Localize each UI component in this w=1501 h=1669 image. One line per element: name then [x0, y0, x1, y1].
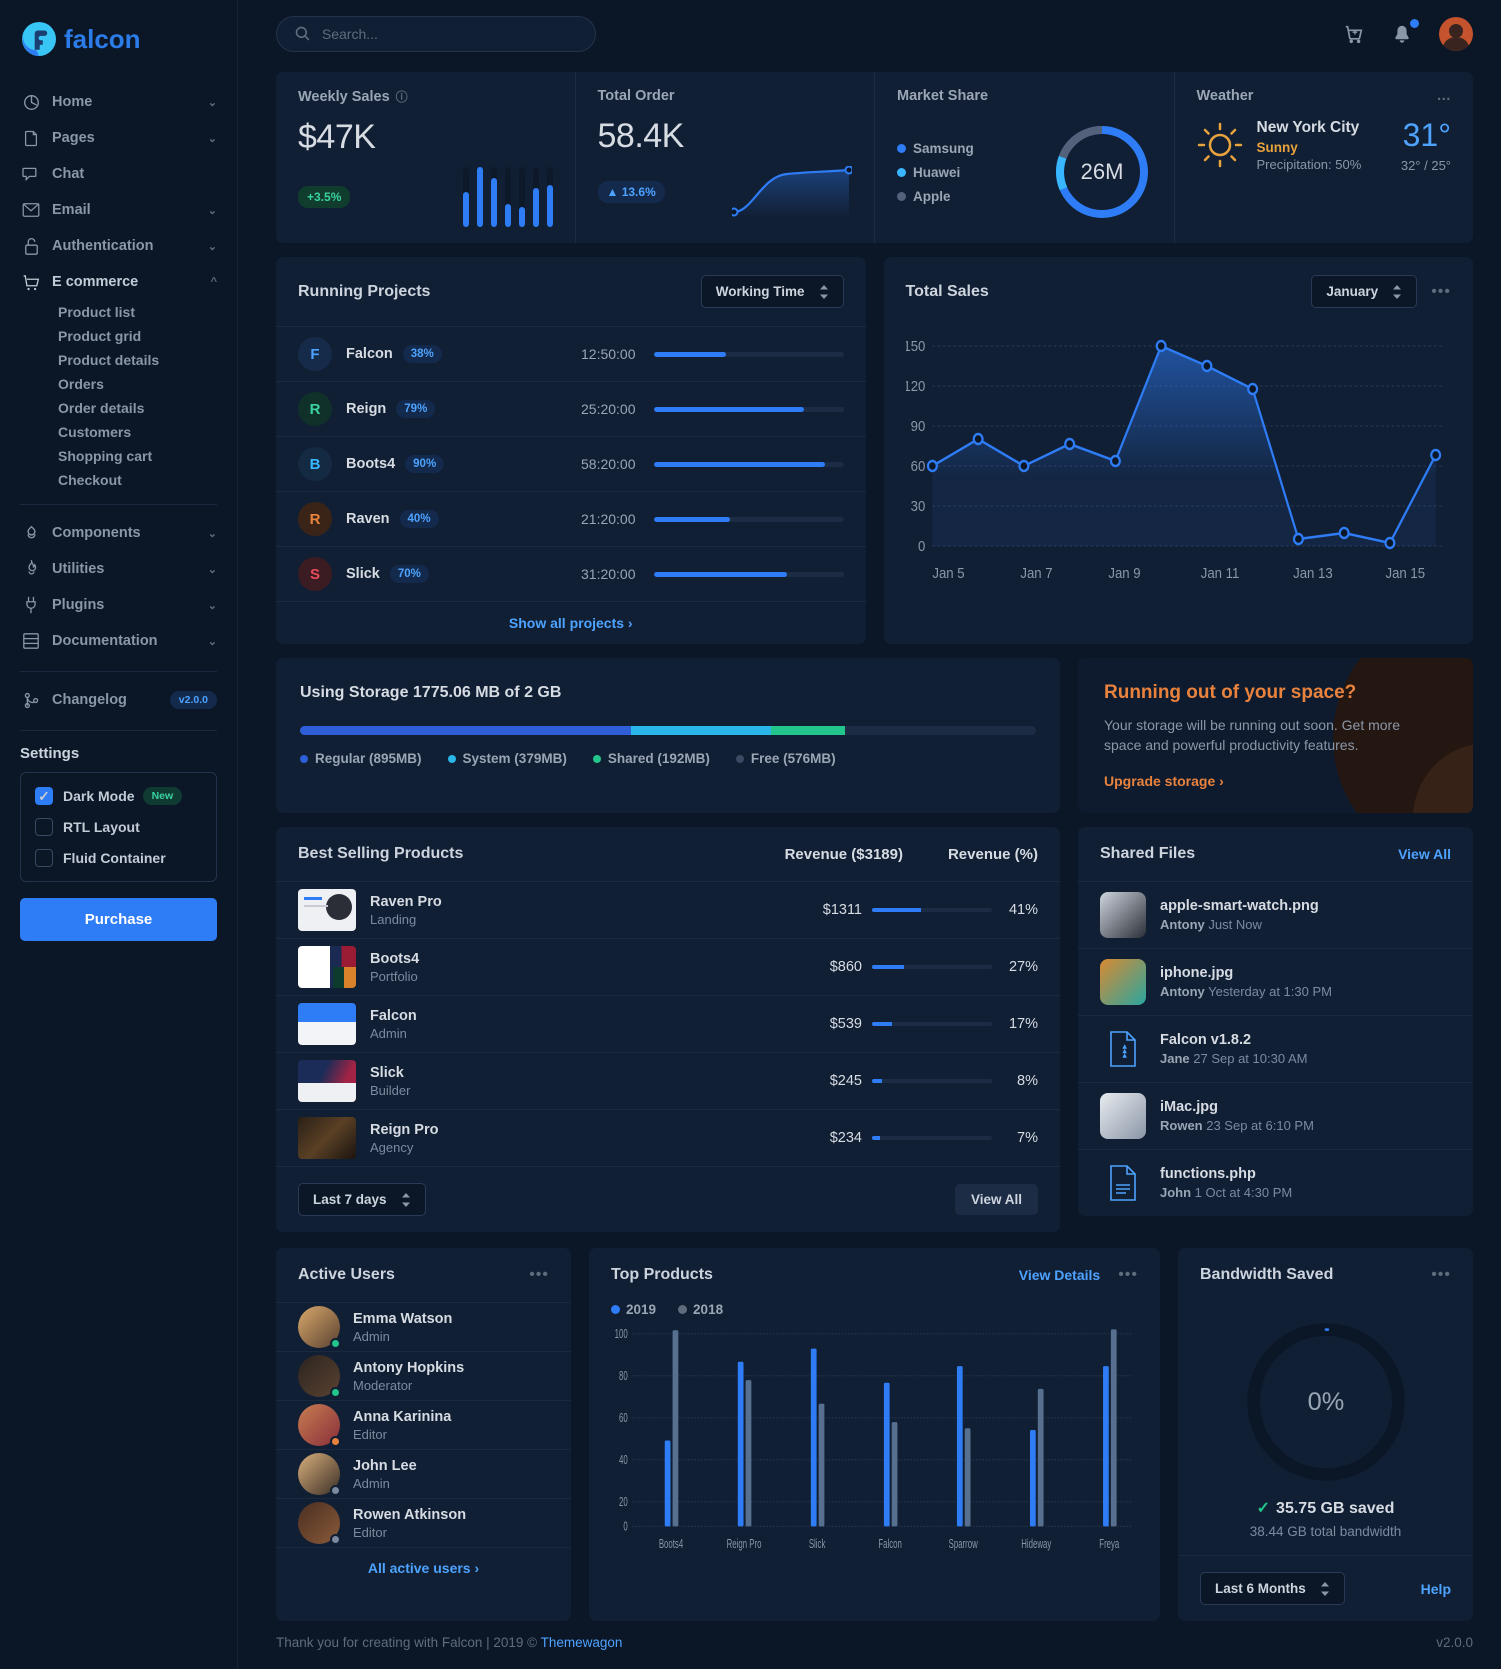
svg-text:Jan 9: Jan 9	[1108, 564, 1140, 581]
svg-text:90: 90	[910, 417, 925, 434]
svg-text:120: 120	[906, 377, 925, 394]
svg-text:20: 20	[619, 1495, 628, 1510]
svg-text:Hideway: Hideway	[1021, 1537, 1051, 1552]
svg-text:Boots4: Boots4	[659, 1537, 683, 1552]
svg-text:150: 150	[906, 337, 925, 354]
svg-text:Sparrow: Sparrow	[949, 1537, 978, 1552]
svg-text:0: 0	[918, 537, 925, 554]
svg-text:Jan 15: Jan 15	[1385, 564, 1425, 581]
svg-text:60: 60	[910, 457, 925, 474]
svg-text:40: 40	[619, 1453, 628, 1468]
svg-text:80: 80	[619, 1369, 628, 1384]
svg-text:0%: 0%	[1307, 1388, 1344, 1416]
svg-text:Jan 7: Jan 7	[1020, 564, 1052, 581]
svg-text:Falcon: Falcon	[878, 1537, 901, 1552]
svg-text:100: 100	[615, 1327, 628, 1342]
svg-text:60: 60	[619, 1411, 628, 1426]
svg-text:26M: 26M	[1080, 159, 1123, 184]
svg-text:Reign Pro: Reign Pro	[727, 1537, 762, 1552]
svg-text:▸▸▸: ▸▸▸	[1119, 1044, 1129, 1058]
svg-text:Freya: Freya	[1099, 1537, 1119, 1552]
svg-text:Jan 5: Jan 5	[932, 564, 964, 581]
svg-text:0: 0	[623, 1520, 627, 1535]
svg-text:30: 30	[910, 497, 925, 514]
svg-text:Jan 13: Jan 13	[1293, 564, 1333, 581]
svg-text:Slick: Slick	[809, 1537, 826, 1552]
svg-text:Jan 11: Jan 11	[1200, 564, 1239, 581]
